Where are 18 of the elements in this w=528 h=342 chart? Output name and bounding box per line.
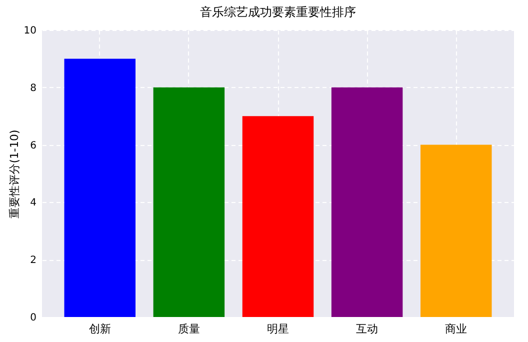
x-tick-label: 质量: [178, 322, 200, 336]
y-tick-label: 6: [30, 140, 36, 152]
y-tick-label: 4: [30, 198, 36, 209]
x-tick-label: 互动: [356, 322, 378, 336]
bar: [420, 144, 492, 317]
chart-title: 音乐综艺成功要素重要性排序: [200, 5, 356, 19]
y-tick-label: 2: [30, 255, 36, 266]
bar: [331, 87, 403, 317]
y-tick-label: 8: [30, 82, 36, 94]
bar: [153, 87, 225, 317]
y-tick-label: 0: [30, 312, 36, 324]
x-tick-label: 创新: [88, 322, 111, 336]
y-axis-title: 重要性评分(1-10): [8, 130, 21, 218]
y-tick-label: 10: [24, 26, 36, 36]
x-tick-label: 商业: [445, 322, 468, 336]
bar: [64, 58, 136, 317]
x-tick-label: 明星: [267, 322, 289, 336]
bar: [242, 116, 314, 317]
